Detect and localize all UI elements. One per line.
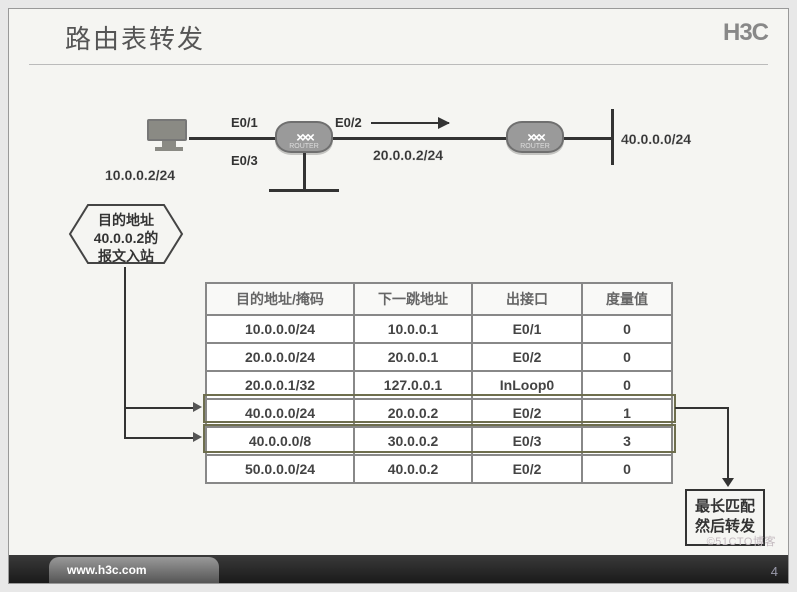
- table-row: 20.0.0.1/32 127.0.0.1 InLoop0 0: [206, 371, 672, 399]
- footer-url: www.h3c.com: [49, 563, 147, 577]
- slide: 路由表转发 H3C 10.0.0.2/24 E0/1 ×××ROUTER E0/…: [8, 8, 789, 584]
- dest-net-bar: [611, 109, 614, 165]
- cell: 127.0.0.1: [354, 371, 472, 399]
- table-row: 40.0.0.0/8 30.0.0.2 E0/3 3: [206, 427, 672, 455]
- connector-v1: [124, 267, 126, 437]
- cell: 20.0.0.1/32: [206, 371, 354, 399]
- cell: 40.0.0.0/8: [206, 427, 354, 455]
- connector-out-arrow-icon: [722, 478, 734, 487]
- connector-h1: [124, 407, 194, 409]
- routing-table: 目的地址/掩码 下一跳地址 出接口 度量值 10.0.0.0/24 10.0.0…: [205, 282, 673, 484]
- cell: 0: [582, 455, 672, 483]
- cell: 20.0.0.0/24: [206, 343, 354, 371]
- cell: 40.0.0.0/24: [206, 399, 354, 427]
- cell: InLoop0: [472, 371, 582, 399]
- stub-e03-v: [303, 153, 306, 191]
- cell: 1: [582, 399, 672, 427]
- connector-h2: [124, 437, 194, 439]
- cell: 10.0.0.0/24: [206, 315, 354, 343]
- stub-e03-h: [269, 189, 339, 192]
- col-nexthop: 下一跳地址: [354, 283, 472, 315]
- link-r2-dest: [564, 137, 614, 140]
- if-label-e01: E0/1: [231, 115, 258, 130]
- link-r1-r2: [333, 137, 508, 140]
- table-row: 10.0.0.0/24 10.0.0.1 E0/1 0: [206, 315, 672, 343]
- result-line1: 最长匹配: [695, 498, 755, 515]
- col-metric: 度量值: [582, 283, 672, 315]
- cell: 20.0.0.1: [354, 343, 472, 371]
- host-icon: [147, 119, 191, 151]
- watermark: ©51CTO博客: [707, 533, 776, 549]
- table-row: 40.0.0.0/24 20.0.0.2 E0/2 1: [206, 399, 672, 427]
- cell: 50.0.0.0/24: [206, 455, 354, 483]
- header: 路由表转发 H3C: [9, 9, 788, 60]
- table-header-row: 目的地址/掩码 下一跳地址 出接口 度量值: [206, 283, 672, 315]
- footer-tab: www.h3c.com: [49, 557, 219, 583]
- cell: E0/2: [472, 399, 582, 427]
- router1-icon: ×××ROUTER: [275, 121, 333, 153]
- page-number: 4: [771, 564, 778, 579]
- callout-line1: 目的地址: [98, 212, 154, 228]
- cell: 30.0.0.2: [354, 427, 472, 455]
- cell: 0: [582, 343, 672, 371]
- cell: 0: [582, 315, 672, 343]
- cell: E0/2: [472, 343, 582, 371]
- table-row: 50.0.0.0/24 40.0.0.2 E0/2 0: [206, 455, 672, 483]
- router2-icon: ×××ROUTER: [506, 121, 564, 153]
- dest-net-label: 40.0.0.0/24: [621, 131, 691, 147]
- cell: E0/3: [472, 427, 582, 455]
- page-title: 路由表转发: [65, 24, 205, 54]
- col-iface: 出接口: [472, 283, 582, 315]
- mid-net-label: 20.0.0.2/24: [373, 147, 443, 163]
- cell: E0/1: [472, 315, 582, 343]
- connector-arrow1-icon: [193, 402, 202, 412]
- callout-line2: 40.0.0.2的: [94, 230, 159, 246]
- footer-bar: www.h3c.com: [9, 555, 788, 583]
- brand-logo: H3C: [723, 19, 768, 47]
- if-label-e02: E0/2: [335, 115, 362, 130]
- connector-out-v: [727, 407, 729, 481]
- cell: 40.0.0.2: [354, 455, 472, 483]
- link-host-r1: [189, 137, 279, 140]
- cell: 3: [582, 427, 672, 455]
- cell: E0/2: [472, 455, 582, 483]
- callout-line3: 报文入站: [98, 248, 154, 264]
- packet-callout: 目的地址 40.0.0.2的 报文入站: [71, 201, 181, 267]
- host-ip-label: 10.0.0.2/24: [105, 167, 175, 183]
- arrow-forward-icon: [371, 122, 449, 124]
- table-row: 20.0.0.0/24 20.0.0.1 E0/2 0: [206, 343, 672, 371]
- cell: 20.0.0.2: [354, 399, 472, 427]
- cell: 0: [582, 371, 672, 399]
- if-label-e03: E0/3: [231, 153, 258, 168]
- connector-arrow2-icon: [193, 432, 202, 442]
- connector-out-h: [675, 407, 729, 409]
- divider: [29, 64, 768, 65]
- col-dest: 目的地址/掩码: [206, 283, 354, 315]
- cell: 10.0.0.1: [354, 315, 472, 343]
